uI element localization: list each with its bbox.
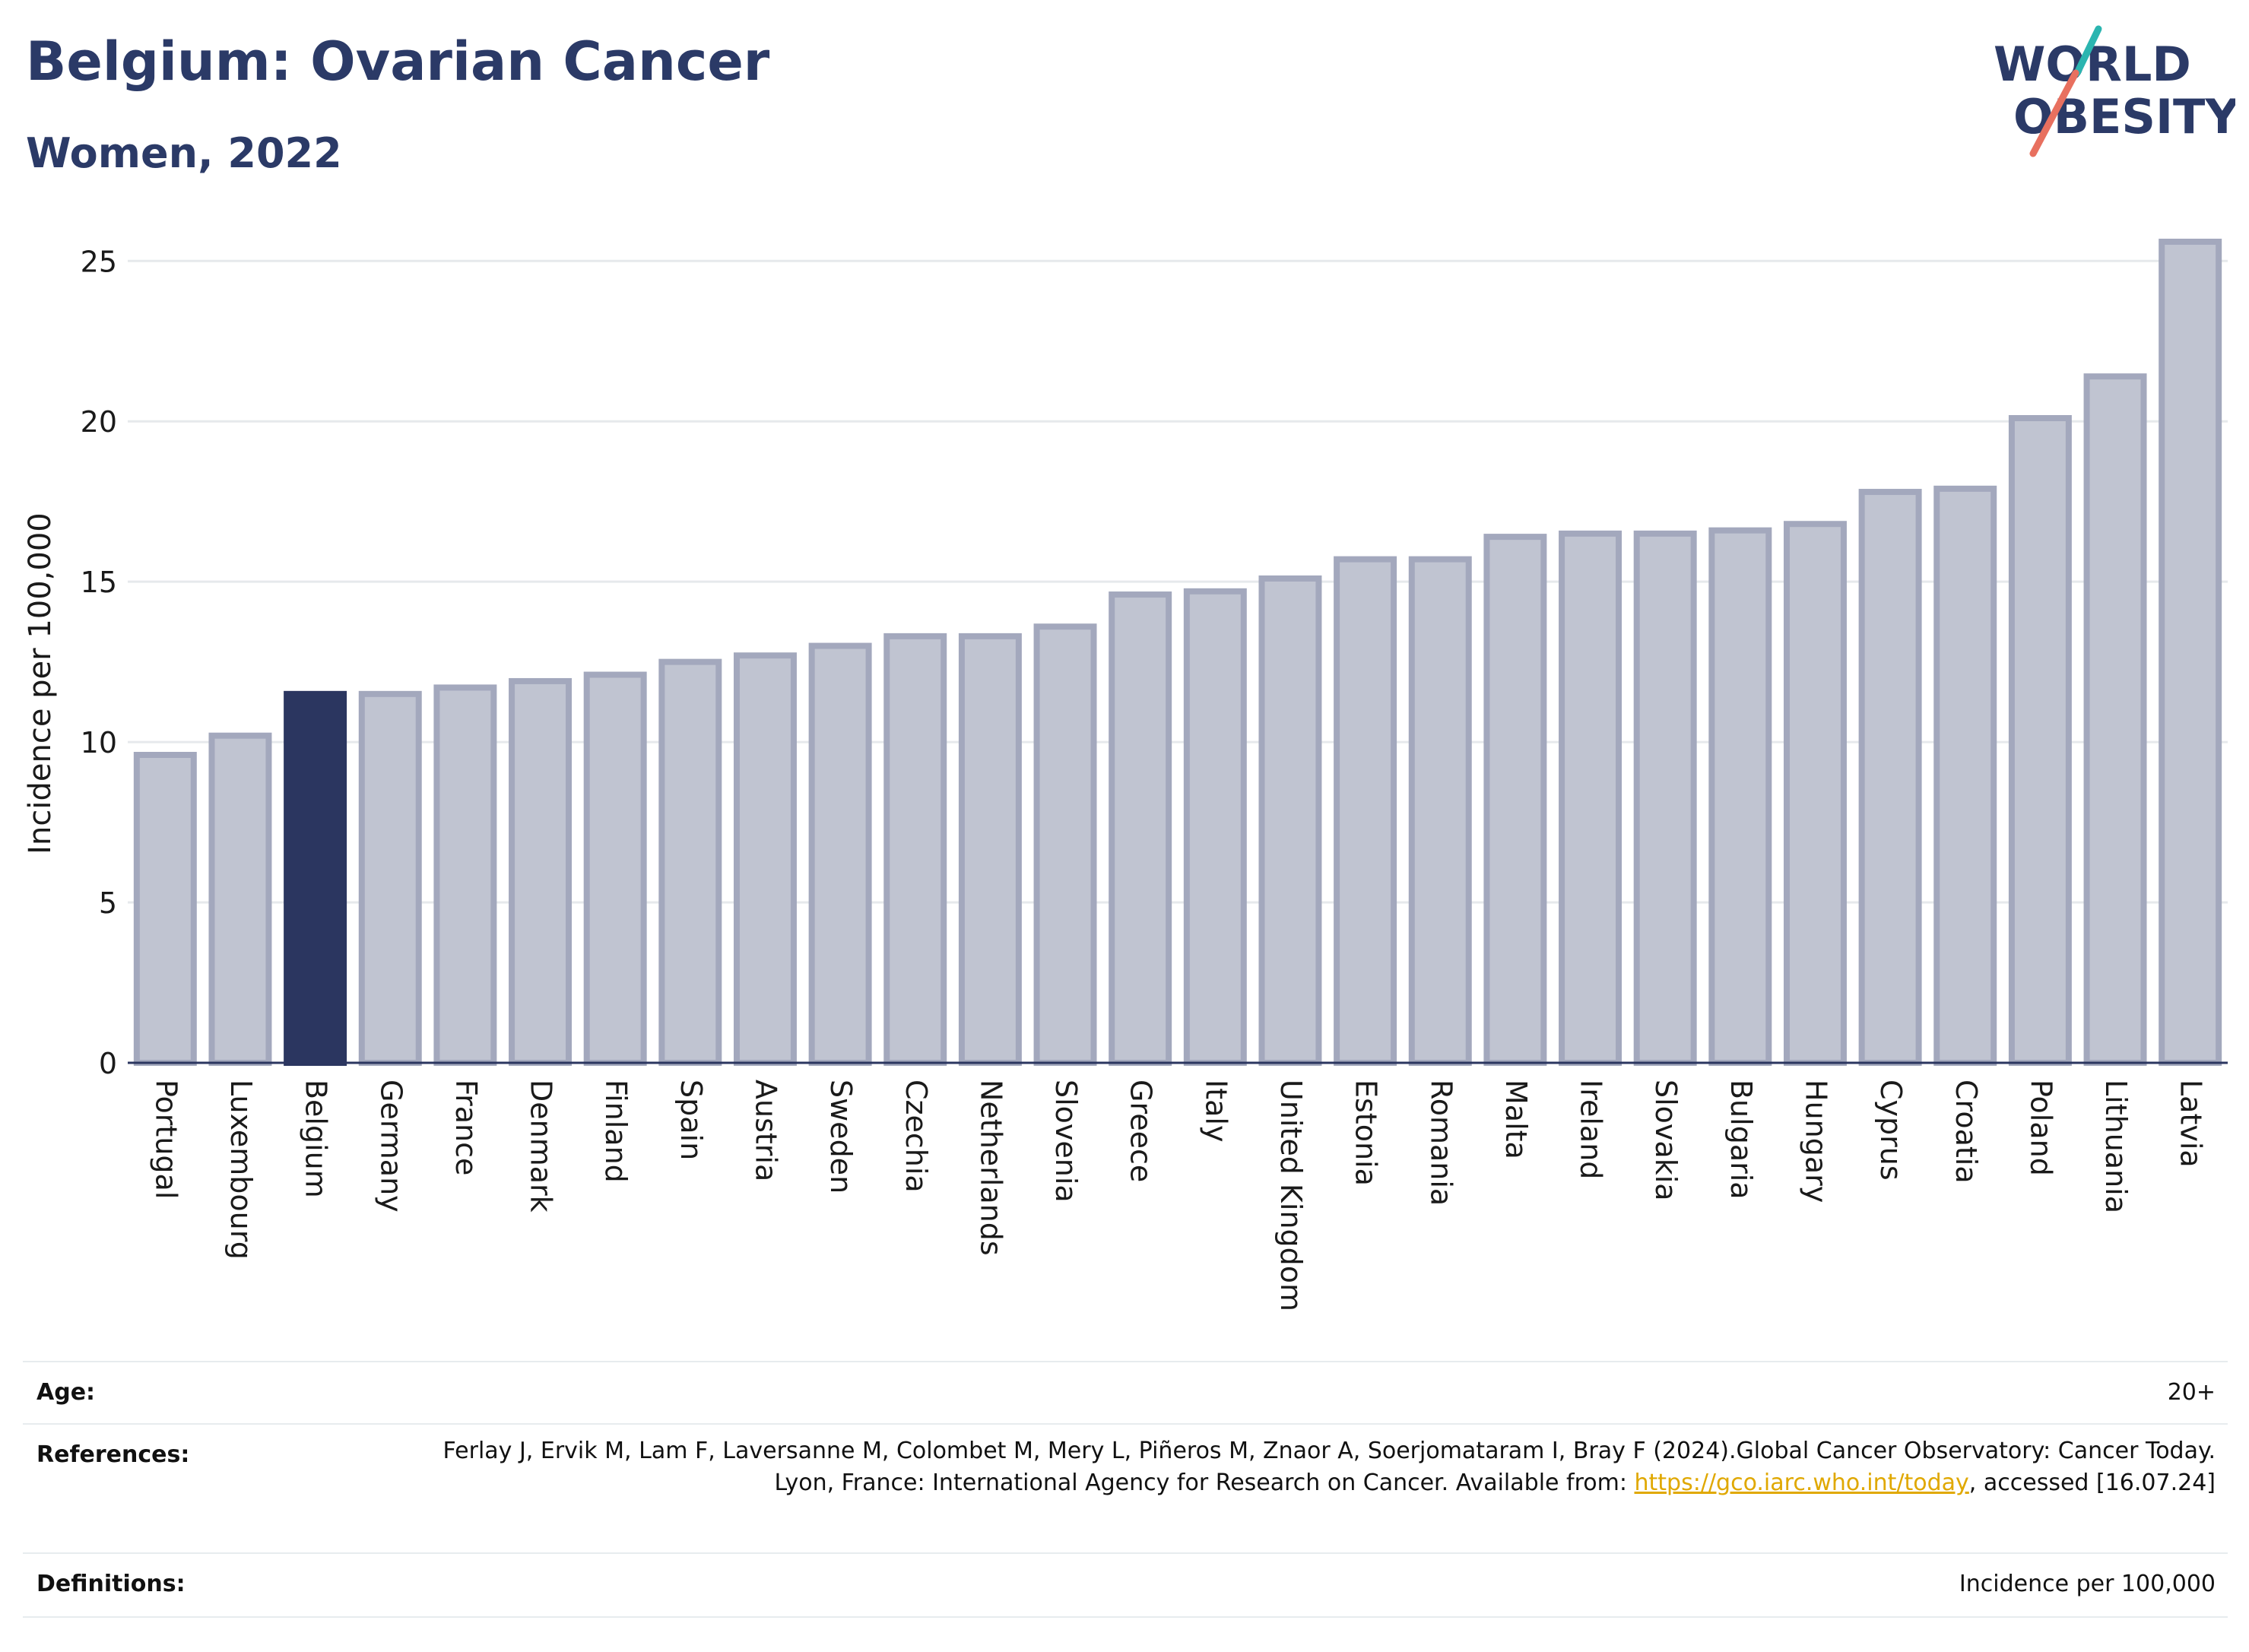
- definitions-label: Definitions:: [36, 1571, 186, 1597]
- bar-italy: [1183, 588, 1247, 1066]
- x-tick-label: Spain: [674, 1080, 708, 1160]
- info-table: Age: 20+ References: Ferlay J, Ervik M, …: [23, 1361, 2228, 1618]
- bar-portugal: [133, 751, 197, 1067]
- x-tick-label: Cyprus: [1874, 1080, 1908, 1181]
- references-tail: , accessed [16.07.24]: [1968, 1470, 2216, 1496]
- x-tick-label: Slovakia: [1649, 1080, 1683, 1201]
- logo-slash-coral: [2029, 69, 2079, 157]
- x-tick-label: Estonia: [1350, 1080, 1383, 1186]
- bar-france: [433, 684, 497, 1066]
- x-tick-label: Poland: [2024, 1080, 2057, 1176]
- age-value: 20+: [2167, 1379, 2216, 1406]
- x-tick-label: Denmark: [525, 1080, 558, 1213]
- bar-cyprus: [1858, 489, 1922, 1066]
- page-title: Belgium: Ovarian Cancer: [26, 30, 770, 93]
- bar-poland: [2008, 415, 2072, 1066]
- x-tick-label: Germany: [374, 1080, 408, 1213]
- bar-romania: [1408, 556, 1472, 1066]
- bar-slovakia: [1633, 530, 1697, 1066]
- x-tick-label: Czechia: [899, 1080, 933, 1193]
- bar-united-kingdom: [1258, 575, 1322, 1067]
- bar-malta: [1483, 534, 1547, 1066]
- x-tick-label: Lithuania: [2099, 1080, 2133, 1213]
- bar-austria: [733, 652, 797, 1066]
- x-tick-label: Romania: [1424, 1080, 1458, 1206]
- page-subtitle: Women, 2022: [26, 129, 342, 177]
- bar-latvia: [2159, 238, 2222, 1066]
- bar-luxembourg: [208, 732, 272, 1066]
- x-tick-label: Hungary: [1799, 1080, 1832, 1203]
- y-tick-label: 15: [81, 566, 117, 599]
- x-tick-label: Latvia: [2174, 1080, 2208, 1168]
- x-tick-label: Italy: [1199, 1080, 1232, 1142]
- references-value: Ferlay J, Ervik M, Lam F, Laversanne M, …: [403, 1425, 2228, 1499]
- x-tick-label: United Kingdom: [1274, 1080, 1308, 1311]
- y-axis-label: Incidence per 100,000: [23, 512, 58, 855]
- bar-lithuania: [2083, 373, 2147, 1066]
- bar-netherlands: [958, 633, 1022, 1066]
- x-tick-label: Austria: [749, 1080, 782, 1181]
- x-tick-label: Luxembourg: [224, 1080, 258, 1260]
- x-tick-label: Sweden: [824, 1080, 858, 1194]
- x-tick-label: Slovenia: [1049, 1080, 1083, 1203]
- bar-belgium: [284, 690, 347, 1066]
- x-tick-label: Malta: [1499, 1080, 1533, 1159]
- bar-greece: [1109, 591, 1172, 1066]
- y-tick-labels: 0 5 10 15 20 25: [81, 245, 117, 1080]
- x-tick-label: Greece: [1124, 1080, 1158, 1182]
- age-label: Age:: [36, 1379, 96, 1406]
- x-tick-label: Netherlands: [974, 1080, 1007, 1256]
- logo-line2: OBESITY: [2013, 89, 2235, 144]
- bar-finland: [583, 671, 647, 1066]
- bar-slovenia: [1033, 623, 1097, 1066]
- bar-chart: 0 5 10 15 20 25 Portugal Luxembourg Belgium Germ…: [23, 238, 2228, 1311]
- references-link[interactable]: https://gco.iarc.who.int/today: [1634, 1470, 1969, 1496]
- bar-croatia: [1933, 485, 1997, 1066]
- bar-spain: [658, 658, 722, 1066]
- x-tick-label: Belgium: [300, 1080, 333, 1198]
- definitions-value: Incidence per 100,000: [1959, 1571, 2216, 1597]
- y-tick-label: 10: [81, 726, 117, 759]
- bar-czechia: [883, 633, 947, 1066]
- x-tick-labels: Portugal Luxembourg Belgium Germany France De…: [149, 1080, 2207, 1311]
- x-tick-label: Portugal: [149, 1080, 182, 1199]
- x-tick-label: Croatia: [1949, 1080, 1983, 1184]
- bar-estonia: [1334, 556, 1397, 1066]
- x-tick-label: France: [449, 1080, 483, 1175]
- references-row: References: Ferlay J, Ervik M, Lam F, La…: [23, 1423, 2228, 1552]
- bar-hungary: [1783, 521, 1847, 1067]
- bar-germany: [358, 690, 422, 1066]
- bar-sweden: [808, 642, 872, 1066]
- y-tick-label: 0: [99, 1047, 117, 1080]
- world-obesity-logo: WORLD OBESITY: [1994, 25, 2235, 157]
- bar-denmark: [509, 677, 573, 1066]
- age-row: Age: 20+: [23, 1361, 2228, 1423]
- logo-slash-teal: [2073, 25, 2102, 77]
- x-tick-label: Ireland: [1575, 1080, 1608, 1179]
- y-tick-label: 5: [99, 886, 117, 920]
- definitions-row: Definitions: Incidence per 100,000: [23, 1552, 2228, 1618]
- x-tick-label: Finland: [599, 1080, 633, 1183]
- bar-ireland: [1559, 530, 1623, 1066]
- x-tick-label: Bulgaria: [1724, 1080, 1758, 1200]
- y-tick-label: 20: [81, 405, 117, 439]
- references-label: References:: [36, 1441, 190, 1468]
- bars: [133, 238, 2222, 1067]
- bar-bulgaria: [1708, 527, 1772, 1067]
- y-tick-label: 25: [81, 245, 117, 278]
- references-text: Ferlay J, Ervik M, Lam F, Laversanne M, …: [443, 1438, 2216, 1496]
